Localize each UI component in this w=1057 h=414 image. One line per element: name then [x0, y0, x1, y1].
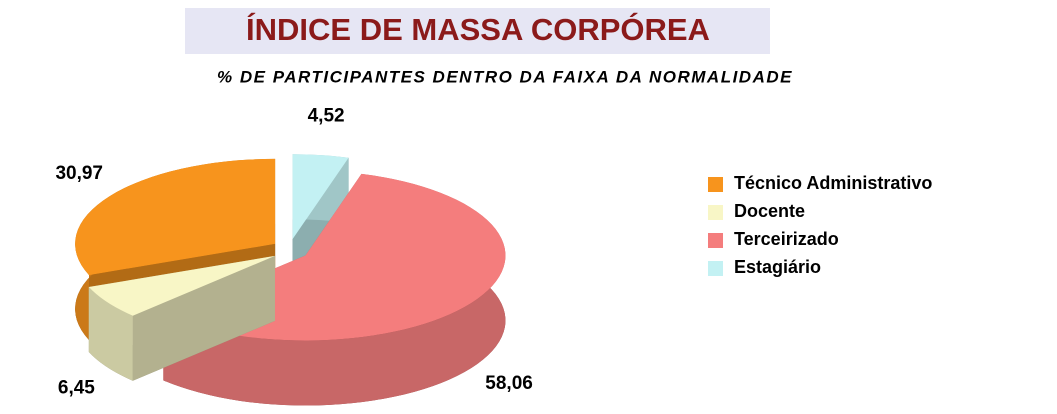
slice: [88, 255, 275, 381]
legend-swatch: [708, 261, 723, 276]
legend-label: Docente: [734, 201, 805, 221]
legend-swatch: [708, 177, 723, 192]
chart-subtitle: % DE PARTICIPANTES DENTRO DA FAIXA DA NO…: [217, 67, 793, 86]
chart-title: ÍNDICE DE MASSA CORPÓREA: [246, 11, 710, 47]
legend-label: Técnico Administrativo: [734, 173, 932, 193]
slice-top: [292, 154, 349, 240]
slice-side: [132, 255, 275, 381]
legend-swatch: [708, 205, 723, 220]
data-label: 30,97: [55, 163, 103, 184]
slice-top: [88, 255, 275, 316]
slice-top: [75, 158, 276, 276]
data-label: 4,52: [308, 105, 345, 126]
data-label: 58,06: [485, 373, 533, 394]
legend-label: Estagiário: [734, 257, 821, 277]
legend-label: Terceirizado: [734, 229, 839, 249]
data-label: 6,45: [58, 378, 95, 399]
title-background: [185, 8, 770, 54]
slice-wall: [88, 287, 133, 381]
legend-swatch: [708, 233, 723, 248]
